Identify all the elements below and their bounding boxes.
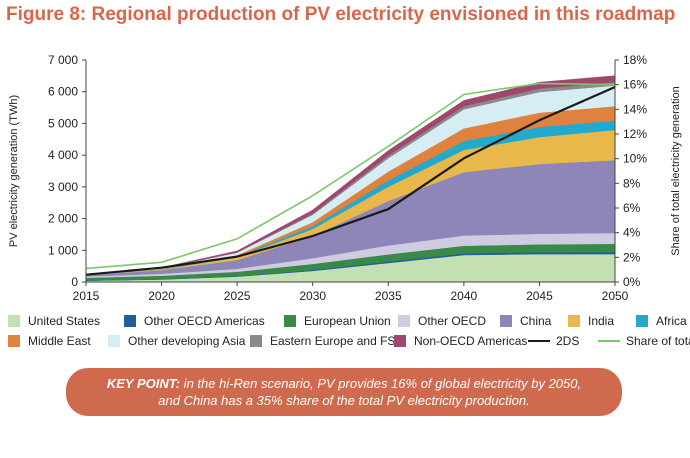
- figure-title: Figure 8: Regional production of PV elec…: [6, 4, 676, 25]
- axes: 0 1 000 2 000 3 000 4 000 5 000 6 000 7 000 0% 2%…: [8, 53, 682, 303]
- legend-item-china: China: [500, 314, 551, 328]
- y2-tick-label: 12%: [623, 127, 647, 141]
- legend-swatch: [284, 315, 296, 327]
- y-tick-label: 7 000: [48, 53, 78, 67]
- legend-swatch: [8, 315, 20, 327]
- legend-label: European Union: [304, 314, 391, 328]
- key-point-line1: in the hi-Ren scenario, PV provides 16% …: [180, 376, 582, 391]
- legend-label: China: [520, 314, 552, 328]
- legend-label: Other developing Asia: [128, 334, 246, 348]
- overlay-lines: [85, 82, 616, 276]
- legend-swatch: [398, 315, 410, 327]
- legend-label: Other OECD Americas: [144, 314, 265, 328]
- y2-axis-label: Share of total electricity generation: [670, 86, 682, 255]
- key-point-label: KEY POINT:: [106, 376, 181, 391]
- legend-item-africa: Africa: [636, 314, 687, 328]
- legend-swatch: [636, 315, 648, 327]
- legend-swatch: [250, 335, 262, 347]
- legend-item-share-of-total: Share of total: [598, 334, 690, 348]
- legend-swatch: [124, 315, 136, 327]
- x-tick-label: 2020: [148, 289, 175, 303]
- y-tick-label: 4 000: [48, 148, 78, 162]
- y-tick-label: 0: [71, 275, 78, 289]
- legend-item-eastern-europe-and-fsu: Eastern Europe and FSU: [250, 334, 404, 348]
- y2-tick-label: 10%: [623, 152, 647, 166]
- y2-tick-label: 16%: [623, 78, 647, 92]
- x-tick-label: 2030: [299, 289, 326, 303]
- legend-item-other-oecd: Other OECD: [398, 314, 486, 328]
- legend-swatch: [528, 340, 550, 342]
- legend-label: Eastern Europe and FSU: [270, 334, 405, 348]
- y2-tick-label: 4%: [623, 226, 641, 240]
- x-tick-label: 2045: [526, 289, 553, 303]
- legend-item-other-developing-asia: Other developing Asia: [108, 334, 245, 348]
- legend-item-india: India: [568, 314, 614, 328]
- legend-item-other-oecd-americas: Other OECD Americas: [124, 314, 265, 328]
- legend-swatch: [598, 340, 620, 342]
- legend-label: Africa: [656, 314, 687, 328]
- legend-label: Share of total: [626, 334, 690, 348]
- legend-label: Non-OECD Americas: [414, 334, 528, 348]
- y2-tick-label: 8%: [623, 176, 641, 190]
- x-tick-label: 2050: [602, 289, 629, 303]
- legend-label: 2DS: [556, 334, 580, 348]
- legend-item-european-union: European Union: [284, 314, 391, 328]
- x-tick-label: 2015: [73, 289, 100, 303]
- legend-item-non-oecd-americas: Non-OECD Americas: [394, 334, 527, 348]
- y2-tick-label: 2%: [623, 250, 641, 264]
- legend-swatch: [8, 335, 20, 347]
- y-tick-label: 1 000: [48, 243, 78, 257]
- key-point-banner: KEY POINT: in the hi-Ren scenario, PV pr…: [66, 368, 622, 416]
- legend-swatch: [394, 335, 406, 347]
- y-tick-label: 3 000: [48, 180, 78, 194]
- legend-swatch: [568, 315, 580, 327]
- key-point-line2: and China has a 35% share of the total P…: [158, 393, 530, 408]
- x-tick-label: 2040: [451, 289, 478, 303]
- y2-tick-label: 0%: [623, 275, 641, 289]
- y-tick-label: 5 000: [48, 116, 78, 130]
- y-tick-label: 6 000: [48, 85, 78, 99]
- line-2ds: [85, 85, 616, 276]
- legend-swatch: [500, 315, 512, 327]
- legend-item-united-states: United States: [8, 314, 100, 328]
- legend-swatch: [108, 335, 120, 347]
- area-stack: [85, 75, 616, 283]
- x-tick-label: 2025: [224, 289, 251, 303]
- legend: United States Other OECD Americas European…: [0, 312, 690, 352]
- y-tick-label: 2 000: [48, 212, 78, 226]
- y2-tick-label: 6%: [623, 201, 641, 215]
- legend-item-middle-east: Middle East: [8, 334, 91, 348]
- key-point-text: KEY POINT: in the hi-Ren scenario, PV pr…: [107, 375, 581, 409]
- y2-tick-label: 14%: [623, 102, 647, 116]
- line-share-of-total: [85, 82, 616, 270]
- y-axis-label: PV electricity generation (TWh): [8, 95, 20, 247]
- legend-label: United States: [28, 314, 101, 328]
- legend-item-2ds: 2DS: [528, 334, 579, 348]
- legend-label: India: [588, 314, 615, 328]
- x-tick-label: 2035: [375, 289, 402, 303]
- chart: 0 1 000 2 000 3 000 4 000 5 000 6 000 7 000 0% 2%…: [8, 53, 682, 303]
- legend-label: Middle East: [28, 334, 91, 348]
- legend-label: Other OECD: [418, 314, 487, 328]
- y2-tick-label: 18%: [623, 53, 647, 67]
